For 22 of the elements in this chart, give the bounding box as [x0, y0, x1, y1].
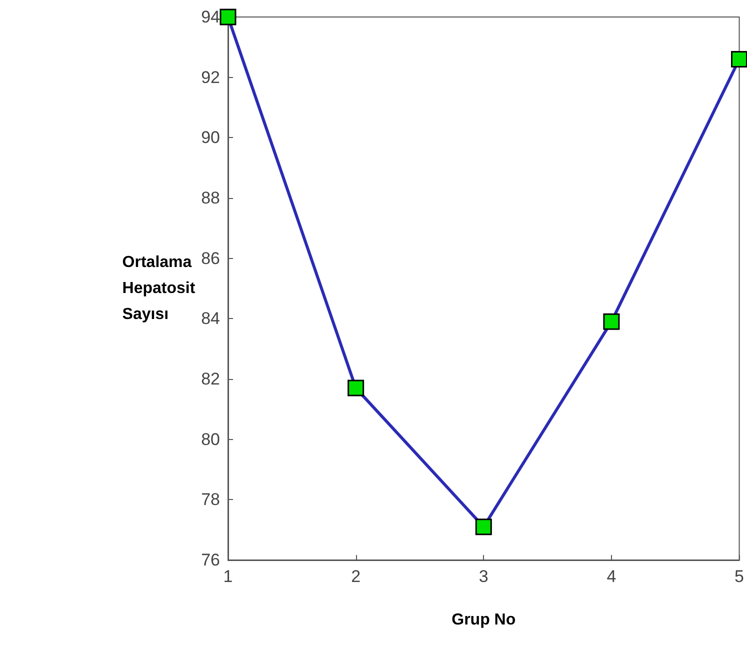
y-tick-label: 94 [201, 8, 220, 26]
x-tick-label: 4 [606, 567, 616, 586]
y-tick-label: 92 [201, 68, 220, 87]
x-tick-label: 1 [223, 567, 233, 586]
y-tick-label: 90 [201, 128, 220, 148]
y-tick-label: 84 [201, 309, 220, 328]
x-tick-label: 3 [478, 567, 488, 586]
x-tick-label: 5 [734, 567, 744, 586]
point [220, 8, 236, 26]
y-tick-label: 88 [201, 188, 220, 208]
y-tick-label: 78 [201, 490, 220, 510]
y-tick-label: 80 [201, 430, 220, 449]
point [475, 518, 492, 536]
point [731, 50, 747, 68]
y-axis-title: Ortalama Hepatosit Sayısı [122, 254, 196, 323]
y-tick-label: 82 [201, 370, 220, 388]
x-axis-title: Grup No [452, 612, 516, 628]
x-tick-label: 2 [351, 567, 361, 586]
y-tick-label: 76 [201, 550, 220, 570]
y-tick-label: 86 [201, 248, 220, 268]
point [603, 313, 620, 330]
point [348, 380, 364, 396]
